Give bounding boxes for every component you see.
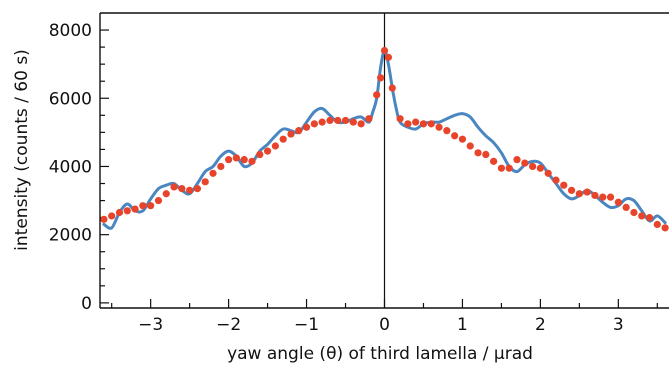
data-point xyxy=(123,207,131,215)
data-point xyxy=(240,156,248,164)
data-point xyxy=(295,127,303,135)
data-point xyxy=(186,186,194,194)
data-point xyxy=(645,214,654,222)
data-point xyxy=(638,212,646,220)
data-point xyxy=(622,203,630,211)
data-point xyxy=(225,156,233,164)
data-point xyxy=(279,135,287,143)
x-tick-label: 1 xyxy=(457,315,468,335)
data-point xyxy=(474,149,482,157)
data-point xyxy=(513,156,521,164)
data-point xyxy=(583,188,591,196)
data-point xyxy=(162,190,170,198)
data-point xyxy=(326,116,334,125)
data-point xyxy=(599,193,607,201)
data-point xyxy=(217,162,225,171)
x-tick-label: 0 xyxy=(379,315,390,335)
data-point xyxy=(154,196,163,205)
data-point xyxy=(567,186,576,194)
data-point xyxy=(443,127,451,135)
data-point xyxy=(544,169,552,177)
data-point xyxy=(201,178,209,186)
data-point xyxy=(591,191,599,200)
data-point xyxy=(427,120,435,128)
series-layer xyxy=(100,13,669,308)
data-point xyxy=(435,123,443,131)
data-point xyxy=(528,162,537,171)
data-point xyxy=(521,159,529,167)
data-point xyxy=(552,176,560,184)
data-point xyxy=(661,224,669,232)
x-axis-label: yaw angle (θ) of third lamella / µrad xyxy=(227,344,533,364)
data-point xyxy=(310,120,318,128)
data-point xyxy=(115,208,124,217)
data-point xyxy=(412,118,420,126)
data-point xyxy=(263,147,272,155)
data-point xyxy=(606,193,615,201)
data-point xyxy=(458,135,467,143)
x-tick-label: −1 xyxy=(294,315,319,335)
data-point xyxy=(349,118,357,126)
data-point xyxy=(404,120,412,128)
y-tick-label: 4000 xyxy=(49,157,92,177)
data-point xyxy=(256,150,264,159)
data-point xyxy=(108,212,116,220)
data-point xyxy=(302,123,311,131)
x-tick-label: 3 xyxy=(613,315,624,335)
data-point xyxy=(178,185,186,193)
data-point xyxy=(482,150,490,159)
data-point xyxy=(271,142,279,150)
x-tick-label: −3 xyxy=(138,315,163,335)
data-point xyxy=(630,208,638,217)
data-point xyxy=(365,115,373,123)
data-point xyxy=(318,118,326,126)
data-point xyxy=(490,157,498,165)
data-point xyxy=(373,91,381,99)
frame-layer xyxy=(99,12,669,309)
data-point xyxy=(341,116,350,125)
data-point xyxy=(451,132,459,140)
data-point xyxy=(193,185,202,193)
data-point xyxy=(497,164,506,172)
data-point xyxy=(139,202,147,210)
data-point xyxy=(466,142,474,150)
ticks-layer: −3 −2 −1 0 1 2 3 0 2000 4000 6000 8000 xyxy=(49,21,658,335)
data-point xyxy=(396,115,404,123)
y-tick-label: 6000 xyxy=(49,89,92,109)
y-axis-label: intensity (counts / 60 s) xyxy=(12,49,32,251)
data-point xyxy=(377,74,385,82)
data-point xyxy=(614,198,622,206)
y-tick-label: 0 xyxy=(81,294,92,314)
data-point xyxy=(653,220,661,229)
data-point xyxy=(248,157,256,165)
x-tick-label: 2 xyxy=(535,315,546,335)
data-point xyxy=(560,181,568,189)
y-tick-label: 2000 xyxy=(49,226,92,246)
data-point xyxy=(232,154,241,162)
data-point xyxy=(100,215,108,223)
data-point xyxy=(505,164,513,172)
data-point xyxy=(209,169,217,177)
data-point xyxy=(131,205,139,213)
data-point xyxy=(388,84,396,92)
data-point xyxy=(536,164,544,172)
data-point xyxy=(384,53,392,61)
data-point xyxy=(419,120,428,128)
data-point xyxy=(170,183,178,191)
x-tick-label: −2 xyxy=(216,315,241,335)
data-point xyxy=(287,130,295,138)
data-point xyxy=(334,116,342,125)
data-point xyxy=(147,202,155,210)
data-point xyxy=(575,190,583,198)
data-point xyxy=(357,120,365,128)
data-point xyxy=(380,46,389,55)
y-tick-label: 8000 xyxy=(49,21,92,41)
